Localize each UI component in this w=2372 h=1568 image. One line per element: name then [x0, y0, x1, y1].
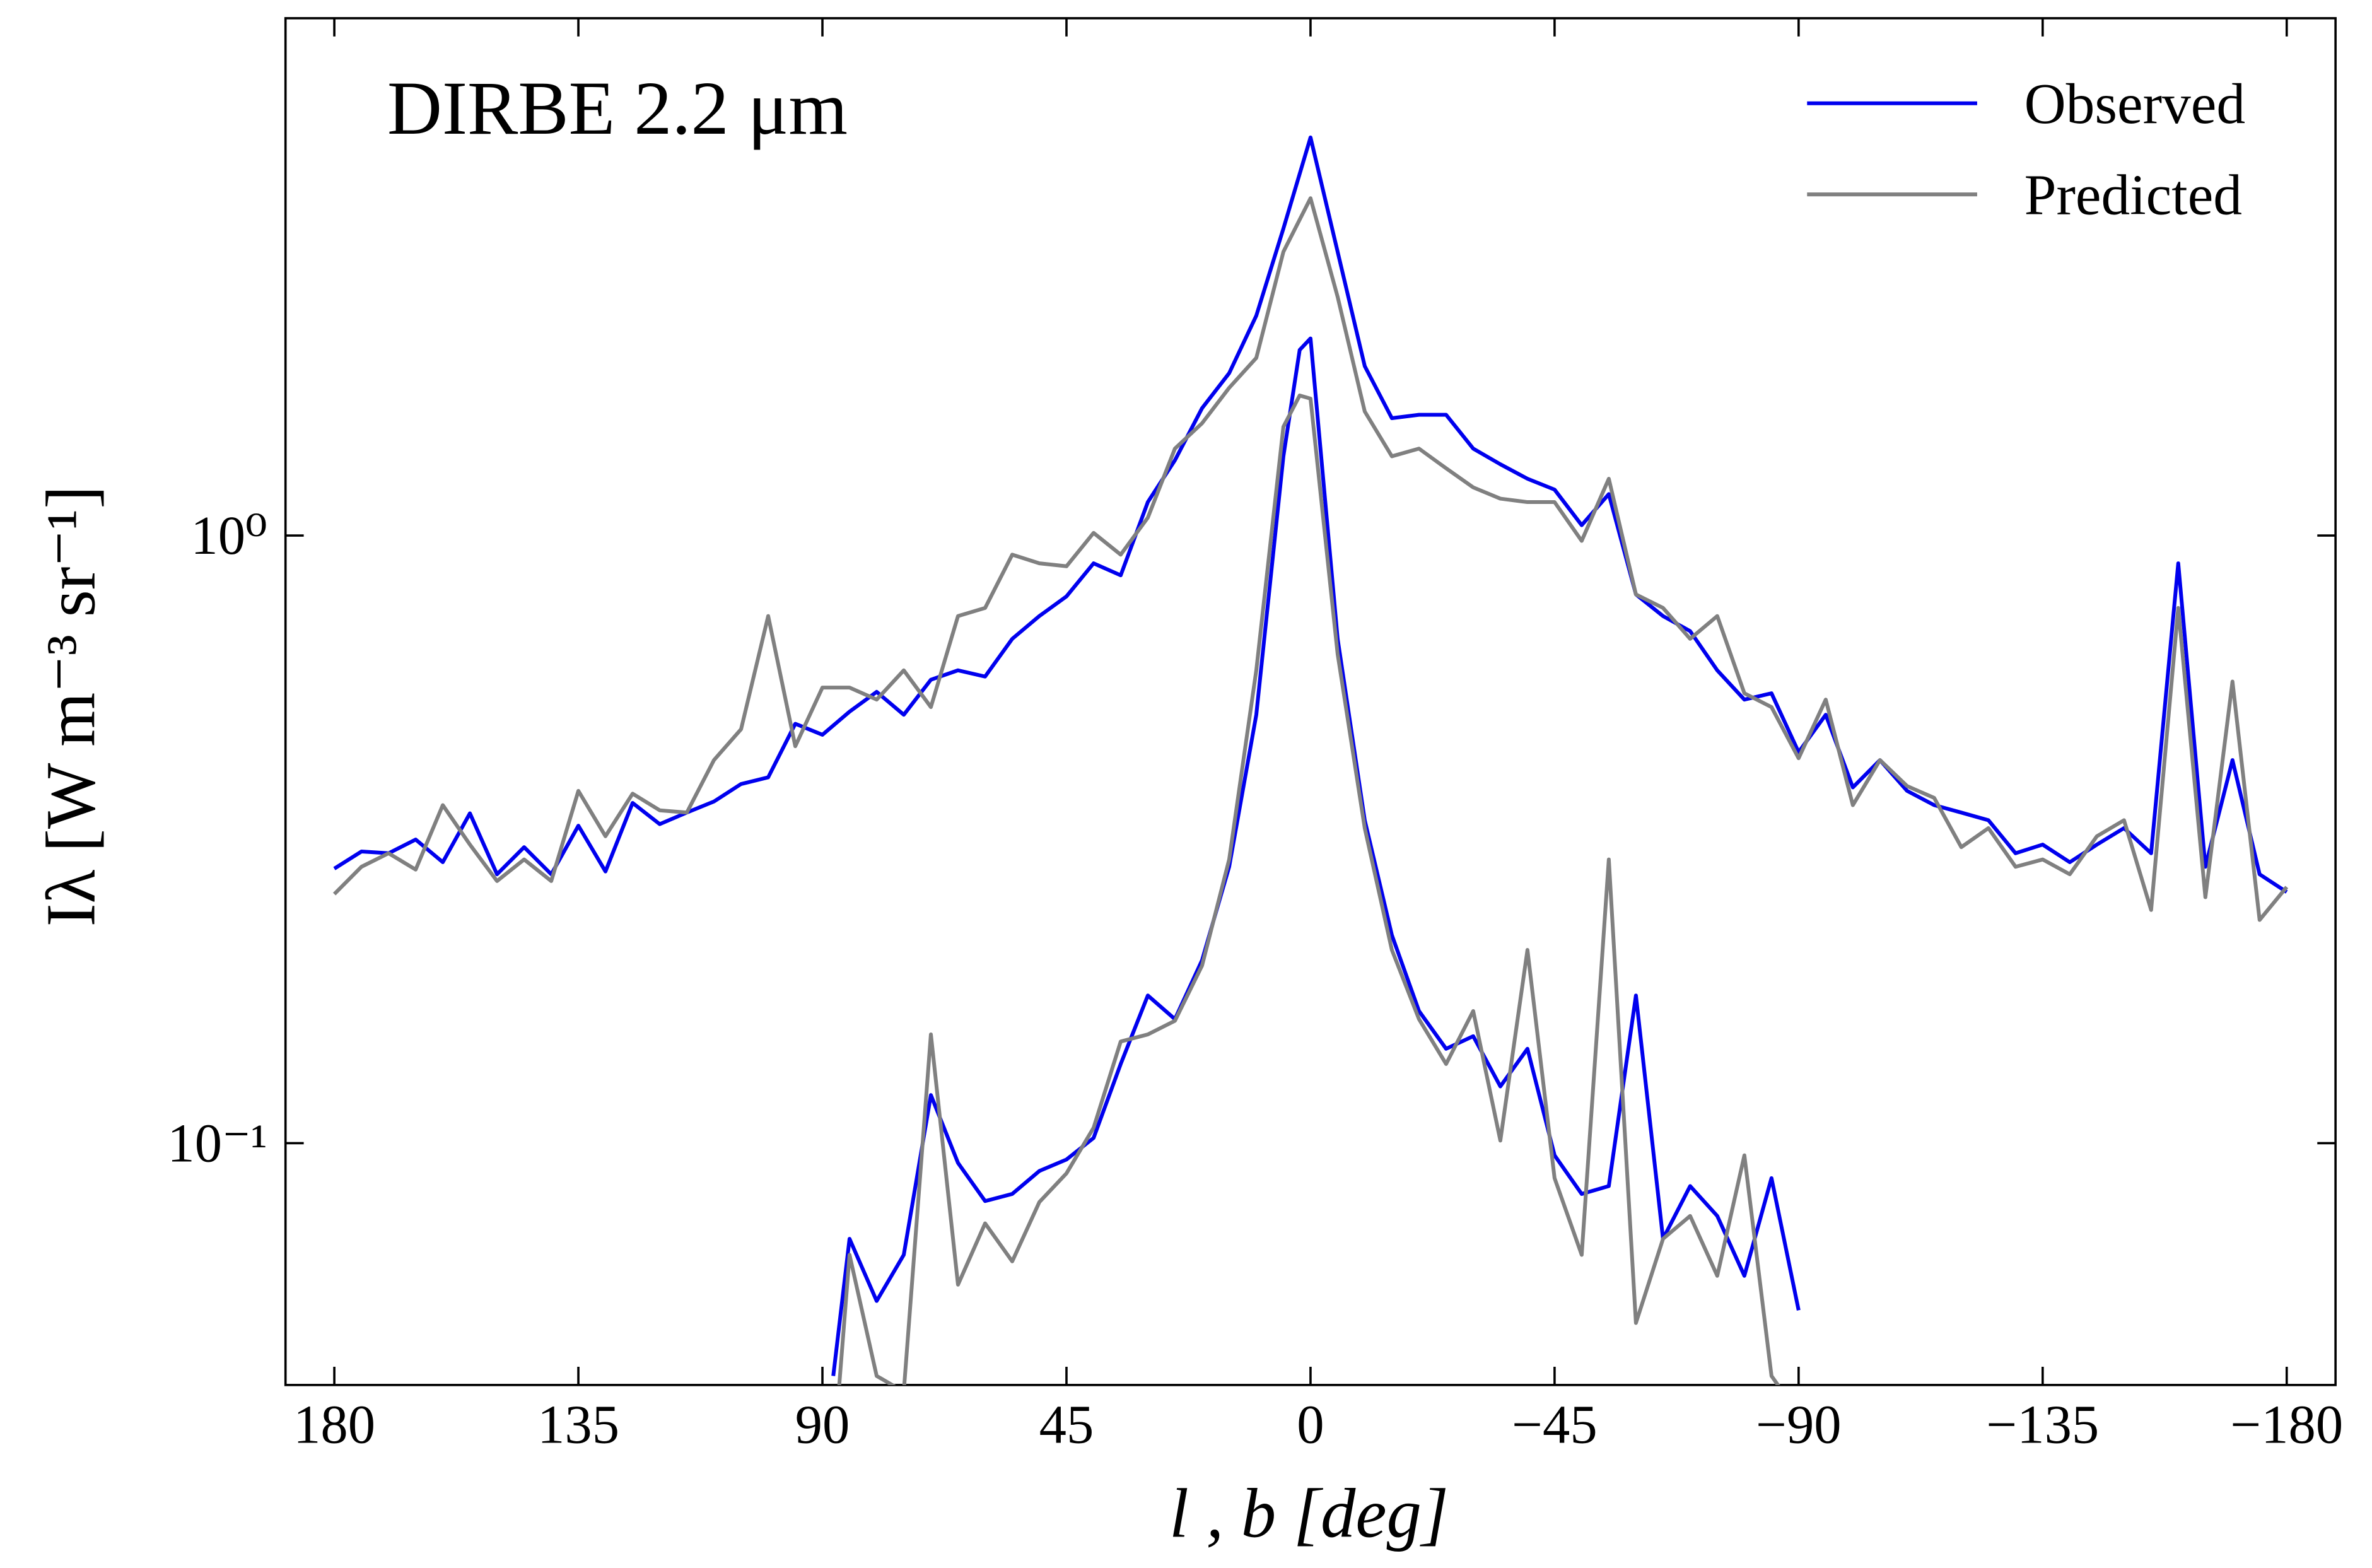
- data-line: [837, 393, 1780, 1385]
- y-axis-label: Iλ [W m⁻³ sr⁻¹]: [32, 486, 109, 927]
- x-tick-label: 90: [795, 1394, 850, 1454]
- chart-title: DIRBE 2.2 μm: [387, 67, 848, 151]
- plot-area: [332, 135, 2289, 1385]
- x-tick-label: 0: [1297, 1394, 1324, 1454]
- y-tick-label: 10⁰: [190, 505, 267, 566]
- data-line: [831, 336, 1801, 1376]
- x-tick-label: −180: [2230, 1394, 2343, 1454]
- legend-label: Observed: [2024, 71, 2246, 136]
- x-tick-label: 45: [1039, 1394, 1094, 1454]
- x-tick-label: −135: [1986, 1394, 2099, 1454]
- x-tick-label: −45: [1512, 1394, 1598, 1454]
- y-tick-label: 10⁻¹: [167, 1113, 267, 1173]
- x-tick-label: 135: [537, 1394, 619, 1454]
- x-axis-label: l , b [deg]: [1169, 1475, 1449, 1552]
- x-tick-label: −90: [1756, 1394, 1842, 1454]
- data-line: [332, 196, 2289, 922]
- data-line: [333, 135, 2288, 894]
- legend-label: Predicted: [2024, 162, 2242, 226]
- x-tick-label: 180: [293, 1394, 375, 1454]
